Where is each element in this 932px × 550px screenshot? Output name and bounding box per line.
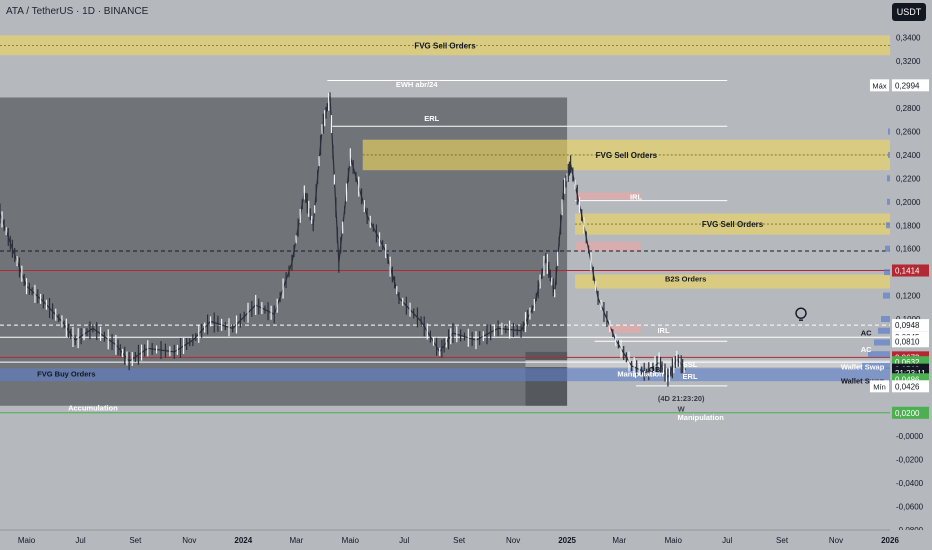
- zone-rect: [575, 241, 641, 252]
- y-tick-label: -0,0400: [896, 479, 924, 488]
- annotation-label: Wallet Swap: [841, 376, 885, 385]
- price-label: 0,0200: [895, 409, 920, 418]
- x-tick-label: 2025: [558, 536, 576, 545]
- zone-rect: [606, 324, 641, 334]
- y-tick-label: -0,0200: [896, 456, 924, 465]
- annotation-label: ERL: [683, 372, 698, 381]
- volume-profile-bar: [874, 339, 890, 346]
- x-tick-label: Nov: [506, 536, 520, 545]
- annotation-label: AC: [861, 328, 872, 337]
- annotation-label: SSL: [683, 360, 698, 369]
- volume-profile-bar: [888, 151, 890, 158]
- annotation-label: AC: [861, 345, 872, 354]
- lightbulb-icon: [795, 307, 807, 319]
- annotation-label: (4D 21:23:20): [658, 394, 705, 403]
- zone-label: FVG Sell Orders: [414, 41, 476, 50]
- annotation-label: W: [678, 405, 686, 414]
- y-tick-label: 0,1600: [896, 245, 921, 254]
- volume-profile-bar: [868, 351, 890, 358]
- y-tick-label: 0,3400: [896, 34, 921, 43]
- zone-rect: [575, 274, 890, 289]
- annotation-label: EWH abr/24: [396, 80, 439, 89]
- price-label: 0,0948: [895, 321, 920, 330]
- zone-rect: [0, 368, 890, 382]
- volume-profile-bar: [862, 362, 890, 369]
- zone-label: FVG Sell Orders: [702, 220, 764, 229]
- price-flag-bg: [870, 380, 889, 393]
- y-tick-label: 0,2200: [896, 174, 921, 183]
- price-flag-label: Máx: [872, 81, 886, 90]
- x-tick-label: Maio: [18, 536, 36, 545]
- price-label-bg: [892, 380, 929, 393]
- volume-profile-bar: [878, 327, 890, 334]
- volume-profile-bar: [885, 245, 890, 252]
- x-tick-label: Mar: [612, 536, 626, 545]
- x-tick-label: Nov: [182, 536, 196, 545]
- annotation-label: OB: [649, 365, 661, 374]
- time-axis: [0, 530, 932, 550]
- price-label-bg: [892, 406, 929, 419]
- currency-button[interactable]: USDT: [892, 3, 926, 21]
- volume-profile-bar: [886, 222, 890, 229]
- price-label-bg: [892, 264, 929, 277]
- y-tick-label: 0,2000: [896, 198, 921, 207]
- price-label: 0,0632: [895, 358, 920, 367]
- annotation-label: IRL: [657, 326, 670, 335]
- price-label-bg: [892, 79, 929, 92]
- price-label: 0,0810: [895, 337, 920, 346]
- price-label-bg: [892, 335, 929, 348]
- price-flag-bg: [870, 79, 889, 92]
- x-tick-label: 2024: [234, 536, 252, 545]
- y-tick-label: 0,1800: [896, 221, 921, 230]
- annotation-label: Manipulation: [617, 369, 664, 378]
- zone-label: FVG Sell Orders: [596, 151, 658, 160]
- volume-profile-bar: [881, 316, 890, 323]
- price-label-bg: [892, 319, 929, 332]
- price-label: 0,0426: [895, 382, 920, 391]
- x-tick-label: Maio: [342, 536, 360, 545]
- volume-profile-bar: [884, 269, 890, 276]
- x-tick-label: Jul: [75, 536, 85, 545]
- y-tick-label: 0,3200: [896, 57, 921, 66]
- x-tick-label: Set: [776, 536, 789, 545]
- volume-profile-bar: [887, 198, 890, 205]
- price-label: 0,0486: [895, 375, 920, 384]
- annotation-label: B2S Orders: [665, 275, 706, 284]
- zone-rect: [575, 192, 641, 200]
- annotation-label: Manipulation: [678, 413, 725, 422]
- annotation-label: IRL: [630, 192, 643, 201]
- symbol-title[interactable]: ATA / TetherUS · 1D · BINANCE: [6, 6, 149, 17]
- annotation-label: Wallet Swap: [841, 362, 885, 371]
- zone-rect: [525, 360, 890, 368]
- price-label: 0,1414: [895, 266, 920, 275]
- annotation-label: FVG Buy Orders: [37, 369, 95, 378]
- x-tick-label: Jul: [722, 536, 732, 545]
- x-tick-label: Set: [453, 536, 466, 545]
- x-tick-label: Maio: [665, 536, 683, 545]
- annotation-label: ERL: [424, 114, 439, 123]
- price-label: 0,2994: [895, 81, 920, 90]
- volume-profile-bar: [887, 175, 890, 182]
- y-tick-label: 0,2400: [896, 151, 921, 160]
- x-tick-label: 2026: [881, 536, 899, 545]
- x-tick-label: Mar: [289, 536, 303, 545]
- y-tick-label: -0,0000: [896, 432, 924, 441]
- price-flag-label: Mín: [873, 382, 886, 391]
- volume-profile-bar: [888, 128, 890, 135]
- y-tick-label: 0,1200: [896, 292, 921, 301]
- x-tick-label: Nov: [829, 536, 843, 545]
- annotation-label: Accumulation: [68, 403, 118, 412]
- y-tick-label: -0,0600: [896, 503, 924, 512]
- y-tick-label: 0,2600: [896, 127, 921, 136]
- x-tick-label: Jul: [399, 536, 409, 545]
- x-tick-label: Set: [129, 536, 142, 545]
- y-tick-label: 0,2800: [896, 104, 921, 113]
- volume-profile-bar: [883, 292, 890, 299]
- zone-rect: [362, 139, 891, 171]
